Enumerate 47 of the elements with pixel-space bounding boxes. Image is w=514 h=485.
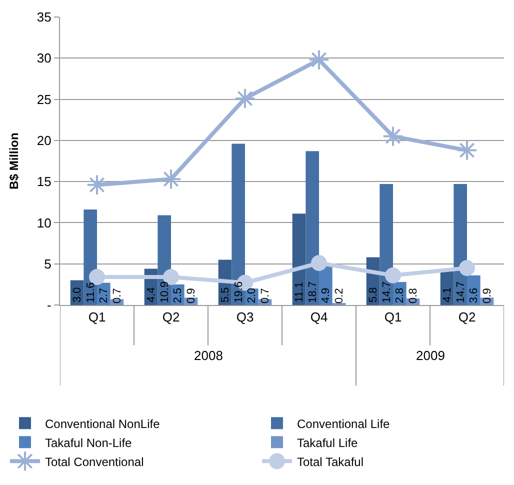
y-tick-label: 5 xyxy=(44,256,52,272)
data-label: 0.9 xyxy=(185,288,198,304)
data-label: 4.1 xyxy=(442,287,454,303)
data-label: 3.6 xyxy=(468,288,480,304)
y-tick-label: 35 xyxy=(36,10,52,25)
legend-label: Conventional NonLife xyxy=(45,416,160,431)
legend-label: Total Conventional xyxy=(45,454,144,469)
y-tick-label: 10 xyxy=(36,215,52,230)
data-label: 10.9 xyxy=(158,281,171,303)
data-label: 5.5 xyxy=(220,287,232,303)
data-label: 4.4 xyxy=(146,287,158,303)
x-tick-label: Q2 xyxy=(162,310,180,325)
legend-label: Takaful Non-Life xyxy=(45,436,132,450)
legend-label: Conventional Life xyxy=(297,416,390,431)
data-label: 3.0 xyxy=(72,287,84,303)
legend-label: Total Takaful xyxy=(297,454,364,469)
y-tick-label: 30 xyxy=(36,50,52,66)
legend-label: Takaful Life xyxy=(297,436,358,450)
data-label: 14.7 xyxy=(454,281,467,303)
data-label: 0.8 xyxy=(407,288,420,304)
data-label: 2.0 xyxy=(246,288,258,304)
data-label: 11.1 xyxy=(294,282,306,303)
data-label: 14.7 xyxy=(380,281,393,303)
data-label: 11.6 xyxy=(84,282,97,303)
y-tick-label: 15 xyxy=(36,174,52,190)
x-tick-label: Q1 xyxy=(88,310,106,325)
x-tick-label: Q4 xyxy=(310,310,328,325)
x-tick-label: Q1 xyxy=(384,310,402,325)
y-tick-label: 20 xyxy=(36,132,52,148)
data-label: 0.2 xyxy=(333,288,346,304)
text: 2009 xyxy=(416,348,445,363)
data-label: 19.6 xyxy=(232,281,245,303)
data-label: 2.8 xyxy=(394,288,406,304)
text: 2008 xyxy=(194,348,223,363)
data-label: 0.7 xyxy=(259,288,272,304)
y-axis-title: B$ Million xyxy=(7,132,22,190)
x-tick-label: Q2 xyxy=(458,310,476,325)
data-label: 2.5 xyxy=(172,288,184,304)
x-tick-label: Q3 xyxy=(236,310,254,325)
data-label: 0.9 xyxy=(481,288,494,304)
data-label: 18.7 xyxy=(306,281,319,303)
y-tick-label: - xyxy=(47,298,52,313)
data-label: 2.7 xyxy=(98,288,110,304)
y-tick-label: 25 xyxy=(36,92,52,107)
data-label: 0.7 xyxy=(111,288,124,304)
data-label: 5.8 xyxy=(368,287,380,303)
data-label: 4.9 xyxy=(320,288,332,304)
